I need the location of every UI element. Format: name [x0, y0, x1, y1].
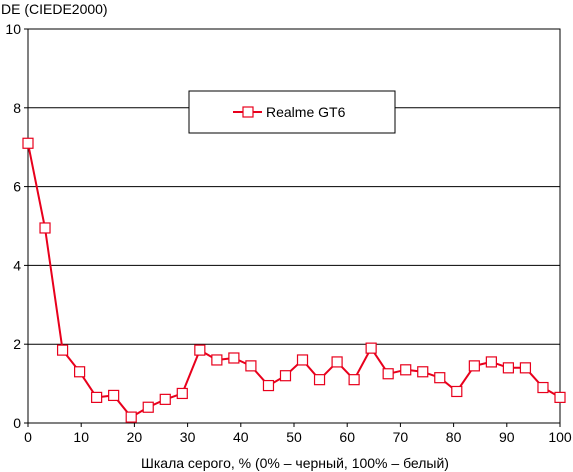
grid-lines	[28, 107, 560, 345]
x-tick-label-60: 60	[339, 429, 355, 445]
data-point-8	[159, 393, 171, 405]
data-point-7	[142, 401, 154, 413]
y-tick-label-6: 6	[13, 179, 21, 195]
data-point-18	[331, 356, 343, 368]
data-point-24	[434, 372, 446, 384]
x-tick-label-90: 90	[499, 429, 515, 445]
x-tick-label-50: 50	[286, 429, 302, 445]
data-point-12	[228, 352, 240, 364]
y-tick-label-4: 4	[13, 257, 21, 273]
x-tick-label-80: 80	[446, 429, 462, 445]
x-tick-label-40: 40	[233, 429, 249, 445]
data-point-6	[125, 411, 137, 423]
data-point-19	[348, 374, 360, 386]
y-axis-ticks: 0 2 4 6 8 10	[5, 21, 28, 431]
x-axis-title: Шкала серого, % (0% – черный, 100% – бел…	[141, 455, 449, 471]
legend-entry-realme-gt6: Realme GT6	[266, 104, 346, 120]
y-tick-label-8: 8	[13, 100, 21, 116]
data-point-16	[296, 354, 309, 366]
data-point-22	[400, 364, 412, 376]
legend: Realme GT6	[188, 90, 396, 134]
data-point-3	[74, 366, 86, 378]
x-tick-label-100: 100	[548, 429, 572, 445]
data-point-15	[279, 370, 292, 382]
data-point-23	[417, 366, 429, 378]
data-point-4	[91, 391, 103, 403]
data-point-10	[194, 344, 206, 356]
data-point-11	[211, 354, 223, 366]
series-realme-gt6	[22, 137, 566, 423]
legend-marker-sample	[242, 106, 254, 118]
data-point-9	[176, 387, 188, 400]
y-tick-label-10: 10	[5, 21, 21, 37]
data-point-21	[382, 368, 394, 380]
data-point-13	[245, 360, 257, 372]
x-tick-label-30: 30	[180, 429, 196, 445]
x-axis-ticks: 0 10 20 30 40 50 60 70 80 90 100	[24, 423, 572, 445]
y-tick-label-0: 0	[13, 415, 21, 431]
x-tick-label-10: 10	[73, 429, 89, 445]
x-tick-label-70: 70	[393, 429, 409, 445]
data-point-30	[537, 381, 549, 394]
data-point-25	[451, 385, 463, 398]
y-axis-title: DE (CIEDE2000)	[1, 1, 108, 17]
legend-box	[188, 90, 396, 134]
y-tick-label-2: 2	[13, 336, 21, 352]
data-point-17	[313, 374, 326, 386]
data-point-0	[22, 137, 34, 149]
data-point-29	[519, 362, 532, 374]
data-point-31	[554, 391, 566, 403]
data-point-1	[39, 222, 51, 234]
x-tick-label-20: 20	[127, 429, 143, 445]
data-point-26	[468, 360, 480, 372]
series-line	[27, 143, 561, 419]
data-point-2	[56, 344, 69, 356]
x-tick-label-0: 0	[24, 429, 32, 445]
data-point-20	[365, 342, 377, 354]
data-point-27	[485, 356, 497, 368]
data-point-14	[262, 379, 275, 392]
data-point-28	[502, 362, 514, 374]
data-point-5	[108, 389, 120, 402]
